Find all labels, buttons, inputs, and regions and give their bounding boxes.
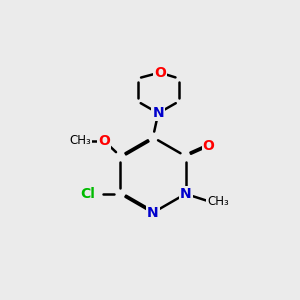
Text: CH₃: CH₃ [207,195,229,208]
Text: N: N [152,106,164,120]
Text: O: O [202,139,214,153]
Text: O: O [98,134,110,148]
Text: O: O [154,66,166,80]
Text: CH₃: CH₃ [69,134,91,147]
Text: N: N [147,206,159,220]
Text: Cl: Cl [80,187,95,201]
Text: N: N [180,187,191,201]
